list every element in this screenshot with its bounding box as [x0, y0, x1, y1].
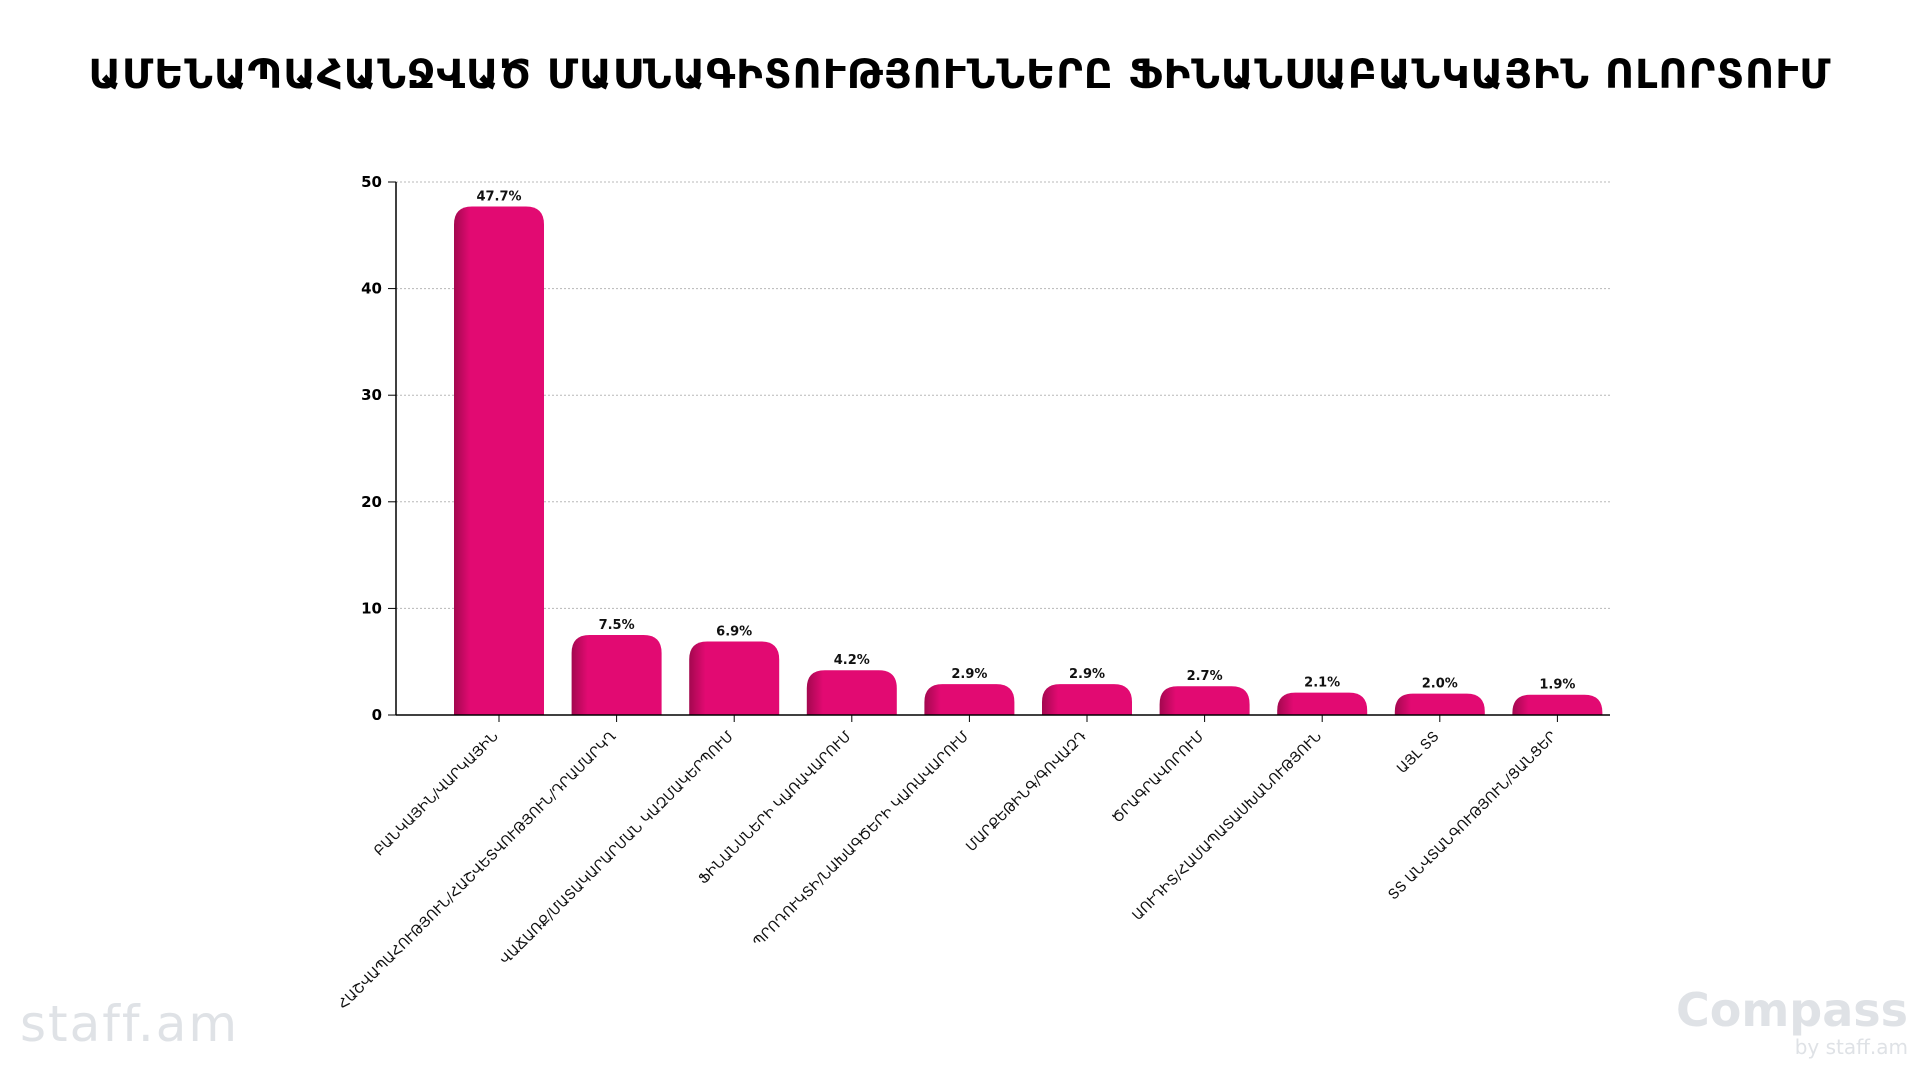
data-label: 2.9%: [951, 667, 987, 682]
data-label: 4.2%: [834, 653, 870, 668]
x-tick-label: ԲԱՆԿԱՅԻՆ/ՎԱՐԿԱՅԻՆ: [371, 729, 502, 860]
staff-am-logo: staff.am: [20, 995, 240, 1053]
bar: [1042, 684, 1132, 715]
data-label: 6.9%: [716, 624, 752, 639]
y-tick-label: 40: [361, 280, 382, 298]
data-label: 2.1%: [1304, 676, 1340, 691]
compass-logo-text: Compass: [1675, 983, 1908, 1037]
x-tick-label: ԱՅԼ ՏՏ: [1394, 729, 1442, 777]
bar: [924, 684, 1015, 715]
chart-title: ԱՄԵՆԱՊԱՀԱՆՋՎԱԾ ՄԱՍՆԱԳԻՏՈՒԹՅՈՒՆՆԵՐԸ ՖԻՆԱՆ…: [88, 52, 1832, 98]
x-tick-label: ՀԱՇՎԱՊԱՀՈՒԹՅՈՒՆ/ՀԱՇՎԵՏՎՈՒԹՅՈՒՆ/ԴՐԱՄԱՐԿՂ: [335, 728, 619, 1012]
y-tick-label: 10: [361, 599, 382, 617]
bar: [689, 641, 780, 715]
compass-logo: Compass by staff.am: [1676, 985, 1908, 1059]
data-label: 2.0%: [1422, 677, 1458, 692]
bar: [1277, 692, 1368, 715]
data-label: 1.9%: [1539, 678, 1575, 693]
y-tick-label: 0: [372, 706, 382, 724]
bar: [454, 206, 544, 715]
bar: [806, 670, 897, 715]
compass-logo-subtext: by staff.am: [1794, 1035, 1908, 1059]
data-label: 7.5%: [599, 618, 635, 633]
y-tick-label: 30: [361, 386, 382, 404]
bar: [1512, 694, 1603, 715]
x-tick-label: ԱՈՒԴԻՏ/ՀԱՄԱՊԱՏԱՍԽԱՆՈՒԹՅՈՒՆ: [1130, 729, 1325, 924]
y-tick-label: 50: [361, 173, 382, 191]
x-tick-label: ՄԱՐՔԵԹԻՆԳ/ԳՈՎԱԶԴ: [963, 728, 1090, 855]
bar: [1159, 686, 1250, 715]
data-label: 2.9%: [1069, 667, 1105, 682]
data-label: 47.7%: [476, 190, 521, 205]
bar: [1394, 693, 1485, 715]
x-tick-label: ՊՐՈԴՈՒԿՏԻ/ՆԱԽԱԳԾԵՐԻ ԿԱՌԱՎԱՐՈՒՄ: [750, 729, 972, 951]
x-tick-label: ՎԱՃԱՌՔ/ՄԱՏԱԿԱՐԱՐՄԱՆ ԿԱԶՄԱԿԵՐՊՈՒՄ: [497, 729, 737, 969]
bar: [571, 635, 662, 715]
x-tick-label: ԾՐԱԳՐԱՎՈՐՈՒՄ: [1109, 729, 1207, 827]
y-tick-label: 20: [361, 493, 382, 511]
data-label: 2.7%: [1187, 669, 1223, 684]
